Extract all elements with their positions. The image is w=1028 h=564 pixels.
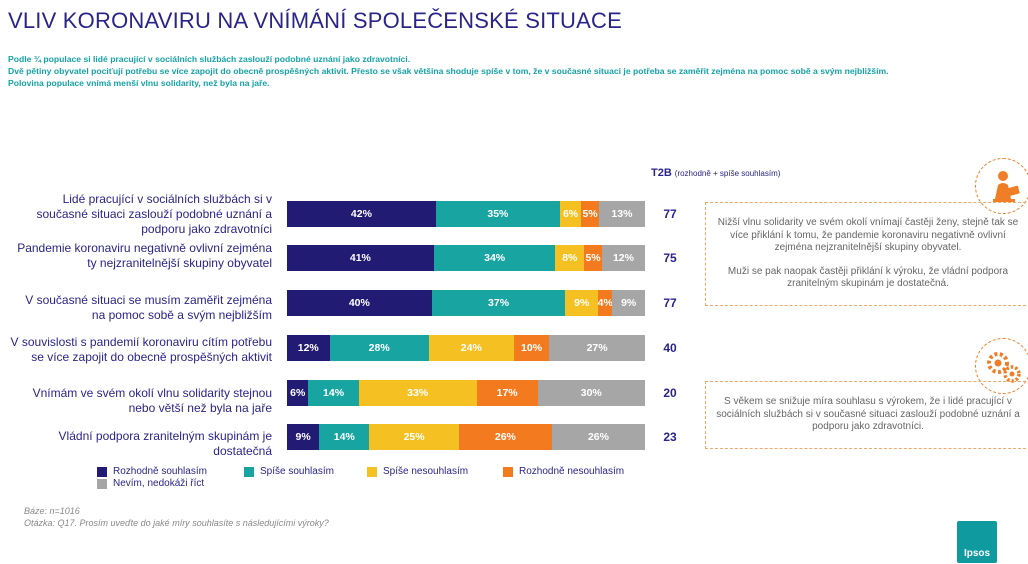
info-box-gender: Nižší vlnu solidarity ve svém okolí vním… [705, 202, 1028, 306]
bar-segment: 28% [329, 335, 429, 361]
row-label: Lidé pracující v sociálních službách si … [36, 192, 273, 236]
base-note: Báze: n=1016 [24, 506, 80, 516]
bar-segment: 26% [458, 424, 552, 450]
info-box-1-paragraph-1: Nižší vlnu solidarity ve svém okolí vním… [717, 217, 1019, 253]
page-title: VLIV KORONAVIRU NA VNÍMÁNÍ SPOLEČENSKÉ S… [8, 8, 622, 33]
bar-segment: 9% [565, 290, 598, 316]
legend-swatch [503, 466, 513, 477]
bar-segment: 37% [431, 290, 566, 316]
stacked-bar: 41% 34% 8% 5% 12% [287, 245, 645, 271]
intro-line-2: Dvě pětiny obyvatel pociťují potřebu se … [8, 66, 889, 76]
stacked-bar: 42% 35% 6% 5% 13% [287, 201, 645, 227]
t2b-value: 77 [663, 207, 677, 221]
bar-segment: 25% [369, 424, 459, 450]
legend-swatch [244, 466, 254, 477]
info-box-2-paragraph-1: S věkem se snižuje míra souhlasu s výrok… [716, 396, 1020, 432]
bar-segment: 42% [287, 201, 436, 227]
bar-segment: 17% [476, 380, 538, 406]
bar-segment: 41% [287, 245, 434, 271]
info-box-1-paragraph-2: Muži se pak naopak častěji přiklání k vý… [727, 265, 1009, 290]
bar-segment: 30% [537, 380, 645, 406]
t2b-value: 40 [663, 341, 677, 355]
bar-segment: 27% [549, 335, 645, 361]
stacked-bar: 40% 37% 9% 4% 9% [287, 290, 645, 316]
t2b-value: 75 [663, 251, 677, 265]
stacked-bar: 6% 14% 33% 17% 30% [287, 380, 645, 406]
legend-label: Rozhodně nesouhlasím [519, 466, 625, 477]
intro-text: Podle ¾ populace si lidé pracující v soc… [8, 53, 1018, 89]
bar-segment: 9% [612, 290, 645, 316]
bar-segment: 14% [319, 424, 370, 450]
t2b-value: 23 [663, 430, 677, 444]
bar-segment: 6% [559, 201, 582, 227]
bar-segment: 35% [435, 201, 560, 227]
t2b-value: 77 [663, 296, 677, 310]
info-icon-circle-1 [975, 158, 1028, 214]
legend-swatch [97, 466, 107, 477]
legend-item-spise-nesouhlasim: Spíše nesouhlasím [367, 466, 468, 477]
bar-segment: 5% [581, 201, 599, 227]
legend-swatch [367, 466, 377, 477]
chart-notes: Báze: n=1016 Otázka: Q17. Prosím uveďte … [24, 505, 329, 529]
legend-item-rozhodne-nesouhlasim: Rozhodně nesouhlasím [503, 466, 624, 477]
bar-segment: 13% [598, 201, 645, 227]
t2b-header-label: T2B [651, 167, 672, 179]
legend-label: Nevím, nedokáži říct [113, 478, 205, 489]
ipsos-logo-text: Ipsos [963, 548, 991, 559]
legend-label: Spíše souhlasím [260, 466, 334, 477]
bar-segment: 33% [358, 380, 477, 406]
info-box-age: S věkem se snižuje míra souhlasu s výrok… [705, 381, 1028, 449]
bar-segment: 40% [287, 290, 432, 316]
row-label: Vnímám ve svém okolí vlnu solidarity ste… [32, 386, 272, 415]
person-reading-icon [993, 171, 1020, 202]
intro-line-1: Podle ¾ populace si lidé pracující v soc… [8, 54, 411, 64]
legend-item-nevim: Nevím, nedokáži říct [97, 478, 204, 489]
intro-line-3: Polovina populace vnímá menší vlnu solid… [8, 78, 270, 88]
legend-item-rozhodne-souhlasim: Rozhodně souhlasím [97, 466, 207, 477]
row-label: Pandemie koronaviru negativně ovlivní ze… [17, 241, 272, 270]
bar-segment: 10% [513, 335, 550, 361]
bar-segment: 6% [287, 380, 309, 406]
legend-label: Spíše nesouhlasím [383, 466, 469, 477]
bar-segment: 5% [584, 245, 602, 271]
t2b-header-sub: (rozhodně + spíše souhlasím) [674, 169, 781, 178]
legend-swatch [97, 478, 107, 489]
row-label: V současné situaci se musím zaměřit zejm… [25, 293, 272, 322]
row-label: V souvislosti s pandemií koronaviru cítí… [10, 335, 272, 364]
legend-label: Rozhodně souhlasím [113, 466, 207, 477]
bar-segment: 12% [602, 245, 645, 271]
question-note: Otázka: Q17. Prosím uveďte do jaké míry … [24, 518, 329, 528]
bar-segment: 24% [428, 335, 514, 361]
bar-segment: 12% [287, 335, 330, 361]
bar-segment: 14% [308, 380, 359, 406]
bar-segment: 9% [287, 424, 320, 450]
stacked-bar: 12% 28% 24% 10% 27% [287, 335, 645, 361]
bar-segment: 26% [551, 424, 645, 450]
t2b-value: 20 [663, 386, 677, 400]
t2b-header: T2B (rozhodně + spíše souhlasím) [651, 167, 780, 179]
bar-segment: 8% [555, 245, 585, 271]
bar-segment: 34% [433, 245, 556, 271]
ipsos-logo: Ipsos [957, 521, 997, 563]
row-label: Vládní podpora zranitelným skupinám je d… [58, 429, 272, 458]
bar-segment: 4% [598, 290, 613, 316]
legend-item-spise-souhlasim: Spíše souhlasím [244, 466, 334, 477]
stacked-bar: 9% 14% 25% 26% 26% [287, 424, 645, 450]
